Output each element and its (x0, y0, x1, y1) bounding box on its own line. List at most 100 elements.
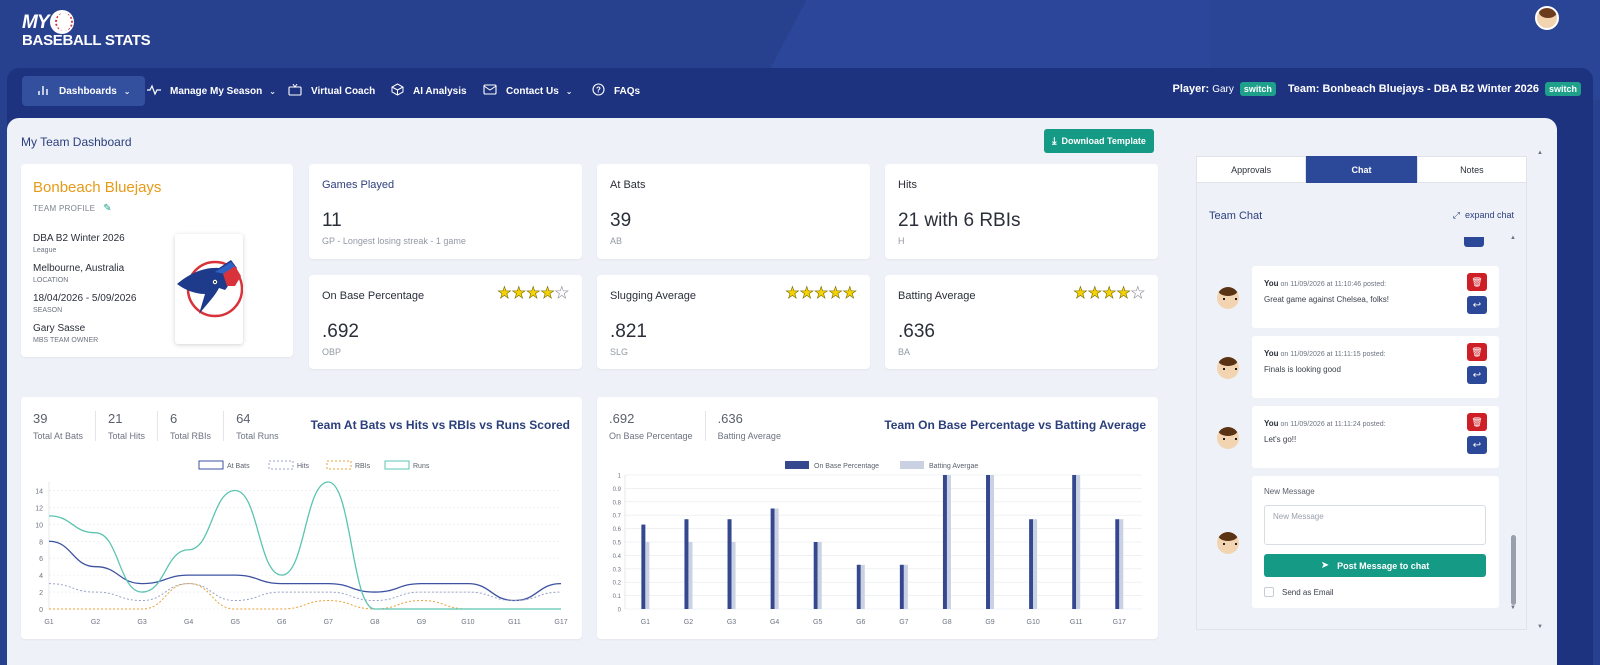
nav-ai-analysis[interactable]: AI Analysis (376, 76, 481, 106)
ba-sub: BA (898, 347, 911, 357)
reply-message-button[interactable]: ↩ (1467, 366, 1487, 384)
nav-manage-season-label: Manage My Season (170, 85, 263, 97)
bar-on-base-percentage (813, 542, 818, 609)
bar-batting-avergae (860, 564, 865, 609)
scroll-up-icon[interactable]: ▲ (1510, 235, 1516, 241)
download-template-button[interactable]: ⤓ Download Template (1044, 129, 1154, 153)
chat-scrollbar[interactable]: ▲ ▼ (1510, 235, 1516, 613)
edit-icon[interactable]: ✎ (103, 203, 112, 214)
team-name-nav: Bonbeach Bluejays - DBA B2 Winter 2026 (1322, 83, 1539, 95)
tab-chat[interactable]: Chat (1306, 156, 1417, 183)
send-as-email-checkbox[interactable] (1264, 587, 1274, 597)
message-author: You (1264, 349, 1279, 358)
bar-on-base-percentage (856, 564, 861, 609)
hits-title: Hits (898, 179, 917, 191)
reply-message-button[interactable]: ↩ (1467, 296, 1487, 314)
nav-faqs[interactable]: ? FAQs (577, 76, 654, 106)
x-tick-label: G4 (770, 619, 779, 626)
bluejay-logo-icon (177, 260, 244, 318)
star-filled-icon: ★ (1087, 285, 1102, 302)
legend-label: Hits (297, 463, 310, 470)
legend-swatch (384, 460, 410, 470)
team-name: Bonbeach Bluejays (33, 179, 162, 196)
x-tick-label: G8 (370, 619, 379, 626)
download-icon: ⤓ (1052, 135, 1057, 147)
chevron-down-icon: ⌄ (269, 86, 276, 96)
nav-manage-season[interactable]: Manage My Season ⌄ (133, 76, 290, 106)
bar-on-base-percentage (770, 508, 775, 609)
baseball-icon (50, 10, 74, 34)
x-tick-label: G11 (508, 619, 521, 626)
nav-virtual-coach[interactable]: Virtual Coach (274, 76, 389, 106)
games-played-sub: GP - Longest losing streak - 1 game (322, 236, 466, 246)
message-text: Let's go!! (1264, 435, 1297, 444)
bar-on-base-percentage (1072, 475, 1077, 609)
nav-contact-us[interactable]: Contact Us ⌄ (469, 76, 587, 106)
expand-icon: ⤢ (1452, 210, 1460, 220)
y-tick-label: 14 (35, 488, 43, 495)
switch-team-button[interactable]: switch (1544, 82, 1581, 96)
scroll-thumb[interactable] (1511, 535, 1516, 605)
download-template-label: Download Template (1061, 136, 1146, 146)
bar-batting-avergae (1076, 475, 1081, 609)
bar-batting-avergae (731, 542, 736, 609)
bar-batting-avergae (688, 542, 693, 609)
legend-swatch (326, 460, 352, 470)
page-scrollbar[interactable]: ▲ ▼ (1537, 150, 1543, 632)
league-label: League (33, 247, 57, 254)
reply-icon: ↩ (1472, 299, 1482, 311)
reply-message-button[interactable]: ↩ (1467, 436, 1487, 454)
x-tick-label: G7 (899, 619, 908, 626)
bar-on-base-percentage (641, 524, 646, 609)
at-bats-card: At Bats 39 AB (597, 164, 870, 259)
bar-on-base-percentage (1029, 519, 1034, 609)
bar-batting-avergae (817, 542, 822, 609)
star-filled-icon: ★ (497, 285, 512, 302)
scroll-down-icon[interactable]: ▼ (1537, 624, 1543, 630)
x-tick-label: G5 (813, 619, 822, 626)
logo-my: MY (22, 12, 49, 33)
post-message-button[interactable]: ➤ Post Message to chat (1264, 554, 1486, 577)
kpi-value: 6 (170, 411, 178, 426)
team-profile-link[interactable]: TEAM PROFILE ✎ (33, 203, 112, 214)
message-author: You (1264, 279, 1279, 288)
x-tick-label: G1 (641, 619, 650, 626)
switch-player-button[interactable]: switch (1239, 82, 1276, 96)
scroll-down-icon[interactable]: ▼ (1510, 605, 1516, 611)
delete-message-button[interactable]: 🗑 (1467, 343, 1487, 361)
app-logo[interactable]: MY BASEBALL STATS (22, 10, 182, 52)
trash-icon: 🗑 (1471, 416, 1483, 427)
nav-dashboards[interactable]: Dashboards ⌄ (22, 76, 145, 106)
activity-icon (147, 84, 161, 99)
delete-message-button[interactable]: 🗑 (1467, 273, 1487, 291)
new-message-input[interactable] (1264, 505, 1486, 545)
kpi-label: Total Runs (236, 431, 279, 441)
avatar (1217, 532, 1239, 554)
chat-message: You on 11/09/2026 at 11:11:24 posted: Le… (1252, 406, 1499, 468)
location-label: LOCATION (33, 277, 69, 284)
tab-approvals[interactable]: Approvals (1196, 156, 1307, 183)
chat-panel: Team Chat ⤢ expand chat You on 11/09/202… (1196, 183, 1527, 630)
bar-batting-avergae (1033, 519, 1038, 609)
kpi-label: Batting Average (717, 431, 781, 441)
bar-chart-icon (36, 84, 50, 99)
kpi-total-at-bats: 39 Total At Bats (33, 411, 97, 441)
message-meta: on 11/09/2026 at 11:11:15 posted: (1280, 351, 1386, 358)
user-avatar[interactable] (1535, 6, 1559, 30)
kpi-label: Total RBIs (170, 431, 212, 441)
reply-message-button[interactable] (1464, 237, 1484, 247)
y-tick-label: 0.2 (613, 581, 622, 587)
team-logo (175, 234, 244, 344)
tab-notes[interactable]: Notes (1416, 156, 1527, 183)
series-line-runs (48, 481, 561, 610)
y-tick-label: 0.9 (613, 487, 622, 493)
scroll-up-icon[interactable]: ▲ (1537, 150, 1543, 156)
x-tick-label: G6 (856, 619, 865, 626)
chevron-down-icon: ⌄ (565, 86, 573, 96)
expand-chat-button[interactable]: ⤢ expand chat (1453, 210, 1514, 221)
slg-card: Slugging Average ★ ★ ★ ★ ★ .821 SLG (597, 275, 870, 369)
chart2-kpis: .692 On Base Percentage .636 Batting Avera… (609, 411, 805, 441)
delete-message-button[interactable]: 🗑 (1467, 413, 1487, 431)
kpi-label: On Base Percentage (609, 431, 693, 441)
x-tick-label: G4 (184, 619, 193, 626)
